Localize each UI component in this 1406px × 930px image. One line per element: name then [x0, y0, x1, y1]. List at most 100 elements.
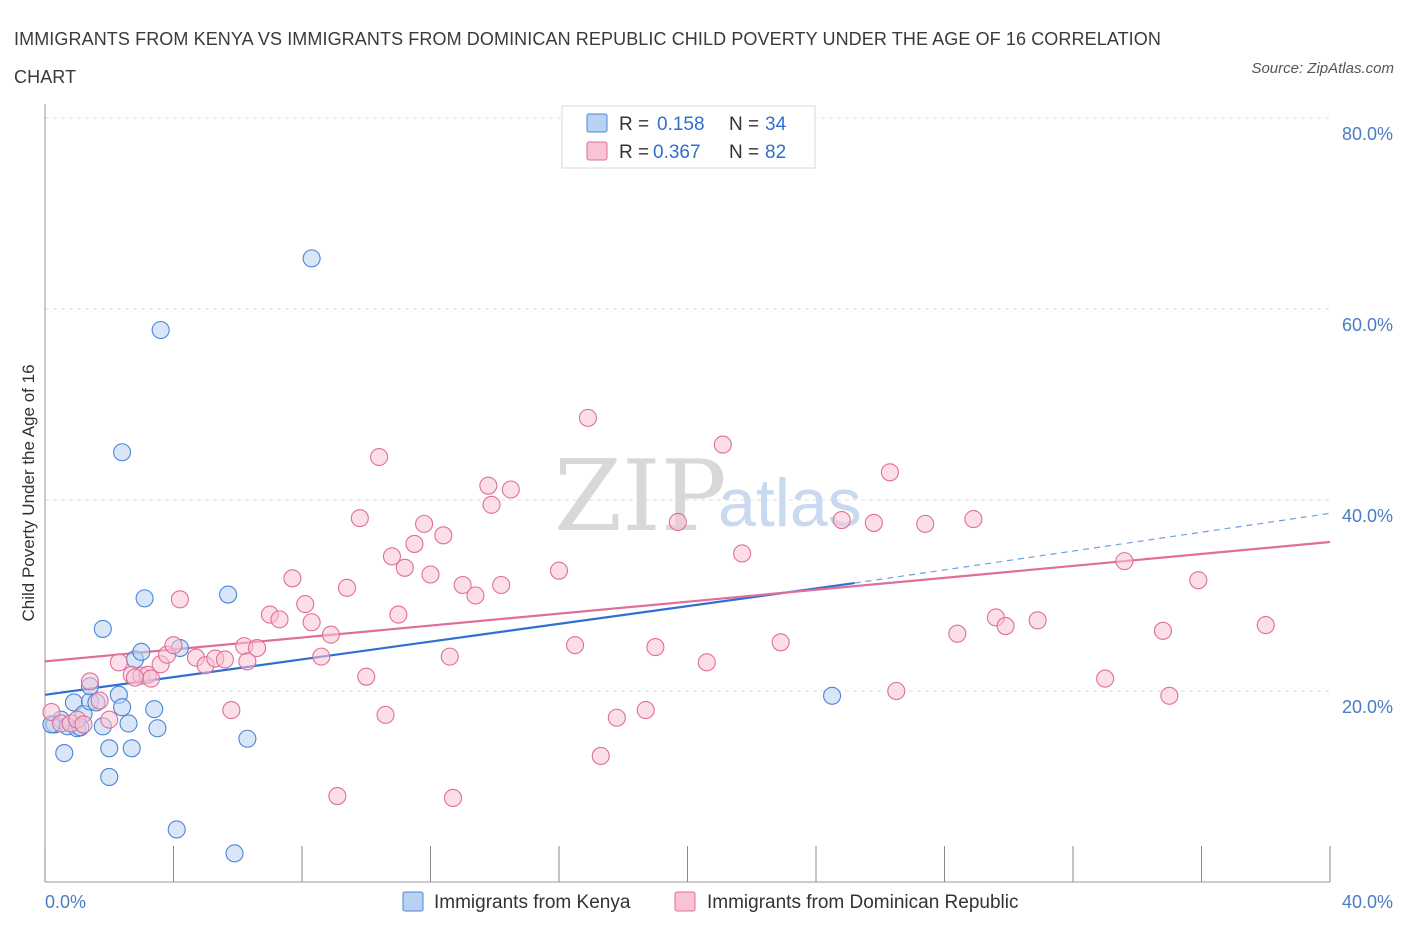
point-kenya-15 [119, 714, 138, 733]
watermark: ZIP atlas [554, 440, 862, 554]
watermark-atlas: atlas [718, 465, 862, 541]
point-kenya-23 [167, 820, 186, 839]
stats-legend: R = 0.158 N = 34 R = 0.367 N = 82 [561, 105, 816, 169]
data-points [42, 249, 1275, 863]
point-kenya-26 [225, 844, 244, 863]
point-dominican-69 [916, 514, 935, 533]
point-dominican-33 [337, 578, 357, 597]
point-dominican-30 [312, 647, 331, 666]
legend-dominican-r-value: 0.367 [653, 142, 701, 163]
point-dominican-68 [887, 681, 906, 701]
point-dominican-43 [421, 565, 440, 584]
point-dominican-5 [80, 672, 100, 691]
y-tick-label-1: 40.0% [1342, 506, 1393, 526]
point-kenya-9 [93, 619, 112, 638]
point-dominican-74 [1028, 611, 1047, 630]
point-dominican-6 [90, 691, 109, 710]
trend-line-kenya [44, 581, 855, 696]
point-dominican-46 [443, 788, 463, 808]
legend-dominican-r-label: R = [619, 142, 649, 163]
point-dominican-29 [302, 613, 321, 632]
point-dominican-35 [357, 667, 376, 686]
point-dominican-28 [296, 595, 315, 614]
legend-kenya-r-label: R = [619, 114, 649, 135]
watermark-zip: ZIP [554, 440, 727, 554]
bottom-legend-swatch-dominican [674, 891, 696, 912]
y-tick-label-3: 80.0% [1342, 124, 1393, 144]
y-axis-label: Child Poverty Under the Age of 16 [19, 364, 38, 621]
point-dominican-63 [733, 544, 752, 563]
point-dominican-49 [479, 476, 498, 495]
point-dominican-56 [591, 746, 610, 765]
point-dominican-81 [125, 668, 144, 687]
x-tick-label-1: 40.0% [1342, 892, 1393, 912]
point-dominican-8 [109, 653, 128, 672]
point-kenya-27 [238, 729, 257, 748]
tick-labels: 20.0% 40.0% 60.0% 80.0% 0.0% 40.0% [45, 124, 1393, 912]
point-dominican-52 [501, 480, 520, 499]
point-dominican-42 [415, 514, 434, 533]
bottom-legend-swatch-kenya [402, 891, 424, 912]
legend-swatch-dominican [586, 141, 608, 161]
point-dominican-61 [697, 653, 716, 672]
point-dominican-16 [170, 590, 189, 609]
point-kenya-22 [151, 320, 170, 340]
point-dominican-51 [492, 575, 511, 595]
point-dominican-41 [405, 534, 424, 553]
point-dominican-57 [607, 708, 626, 727]
point-dominican-59 [646, 638, 665, 657]
point-kenya-14 [113, 443, 132, 462]
legend-dominican-n-label: N = [729, 142, 759, 163]
point-kenya-29 [55, 744, 74, 763]
axes [44, 104, 1331, 883]
point-dominican-60 [668, 512, 687, 532]
point-dominican-79 [1189, 571, 1208, 590]
point-dominican-71 [964, 510, 983, 529]
point-dominican-55 [578, 408, 597, 427]
point-dominican-24 [247, 638, 267, 658]
legend-kenya-r-value: 0.158 [657, 114, 705, 135]
point-kenya-33 [823, 686, 842, 705]
point-kenya-28 [302, 249, 321, 268]
point-dominican-4 [74, 715, 93, 734]
point-kenya-21 [148, 719, 167, 738]
point-dominican-34 [350, 509, 369, 528]
point-dominican-38 [382, 547, 402, 566]
point-dominican-40 [395, 558, 414, 577]
point-dominican-27 [283, 569, 302, 588]
trend-line-kenya-extension [854, 512, 1331, 584]
legend-kenya-n-value: 34 [765, 114, 787, 135]
y-tick-label-0: 20.0% [1342, 697, 1393, 717]
point-dominican-62 [713, 435, 732, 454]
point-dominican-75 [1096, 669, 1115, 688]
point-dominican-21 [222, 701, 241, 720]
bottom-legend: Immigrants from Kenya Immigrants from Do… [402, 891, 1019, 913]
point-dominican-78 [1160, 686, 1179, 705]
point-dominican-80 [1256, 616, 1275, 635]
legend-swatch-kenya [586, 113, 608, 133]
point-dominican-37 [376, 705, 395, 724]
point-dominican-39 [389, 605, 408, 624]
legend-kenya-n-label: N = [729, 114, 759, 135]
point-kenya-25 [219, 585, 238, 604]
point-dominican-31 [321, 625, 340, 644]
point-dominican-73 [996, 617, 1015, 636]
bottom-legend-kenya: Immigrants from Kenya [434, 892, 631, 913]
point-dominican-66 [864, 513, 883, 532]
legend-dominican-n-value: 82 [765, 142, 786, 163]
point-kenya-20 [145, 700, 164, 719]
point-dominican-26 [270, 610, 289, 629]
x-tick-label-0: 0.0% [45, 892, 86, 912]
chart-title: IMMIGRANTS FROM KENYA VS IMMIGRANTS FROM… [14, 29, 1161, 87]
point-dominican-64 [771, 633, 790, 652]
point-dominican-20 [215, 650, 234, 669]
point-kenya-18 [132, 642, 151, 661]
point-dominican-47 [453, 575, 472, 595]
point-dominican-54 [566, 636, 585, 655]
point-dominican-65 [832, 511, 851, 530]
point-kenya-31 [100, 739, 119, 758]
point-dominican-50 [482, 495, 501, 514]
point-dominican-23 [238, 652, 257, 671]
point-kenya-19 [135, 589, 154, 608]
